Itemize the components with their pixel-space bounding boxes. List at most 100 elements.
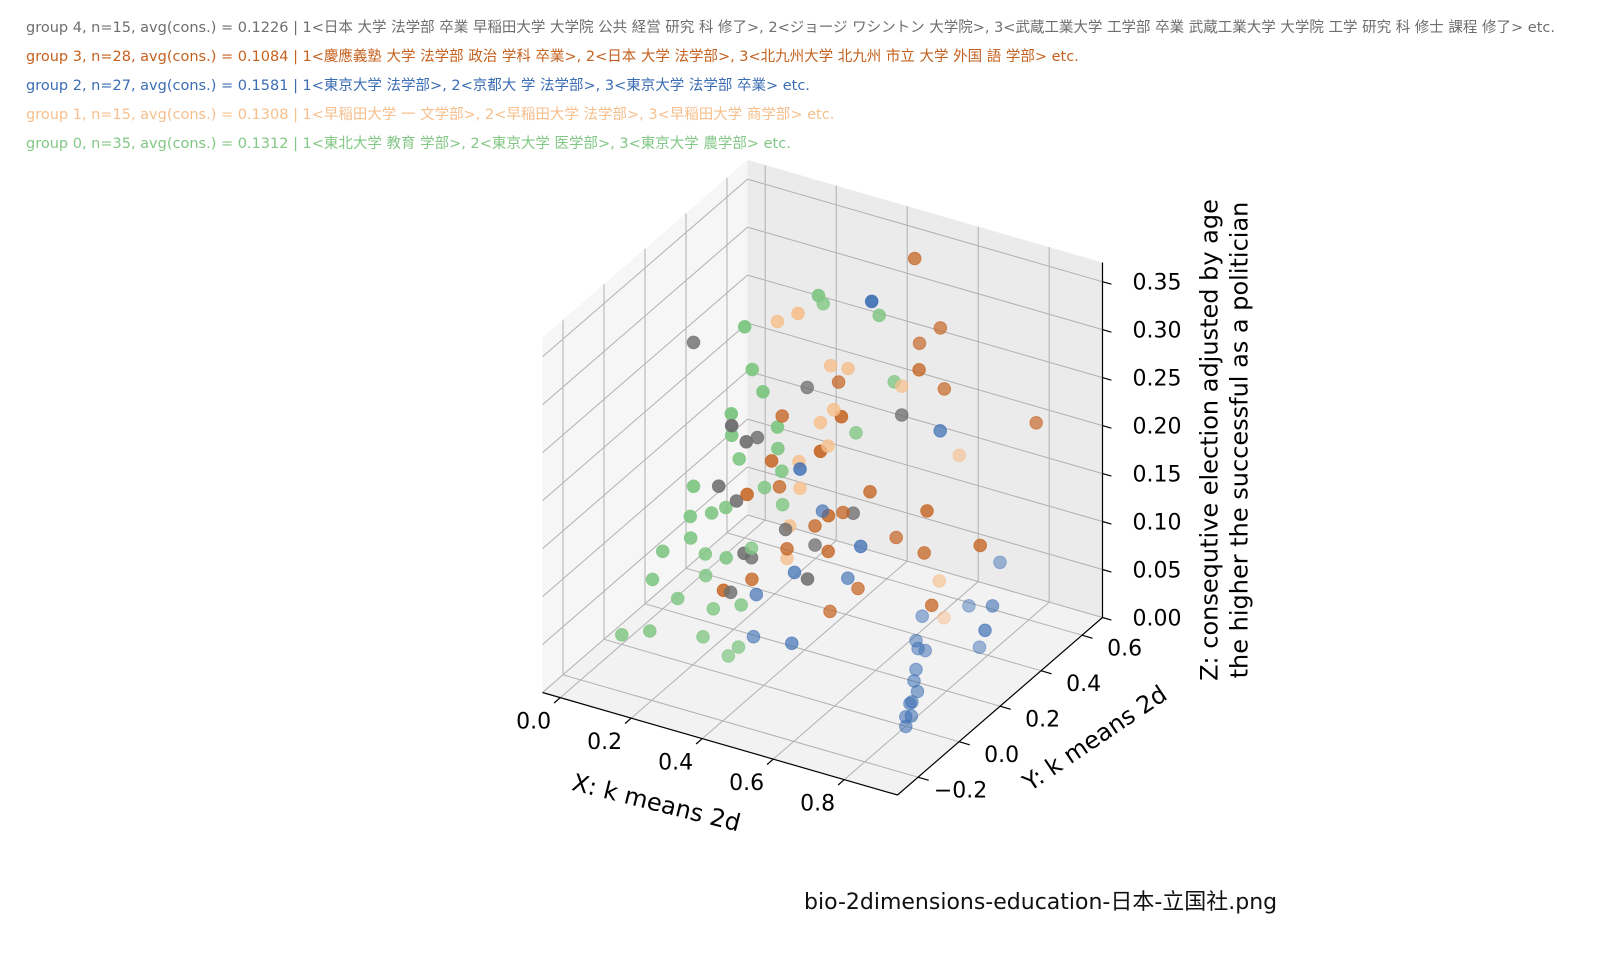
data-point-group-0 [615, 628, 629, 642]
z-tick-mark [1102, 329, 1112, 333]
data-point-group-3 [808, 519, 822, 533]
data-point-group-2 [793, 462, 807, 476]
data-point-group-1 [823, 358, 838, 373]
y-tick-label: 0.2 [1025, 708, 1060, 733]
z-tick-label: 0.00 [1133, 607, 1182, 632]
data-point-group-2 [978, 623, 992, 638]
data-point-group-4 [778, 522, 793, 537]
data-point-group-3 [851, 581, 865, 596]
data-point-group-0 [775, 497, 790, 512]
data-point-group-3 [933, 321, 948, 335]
data-point-group-3 [917, 546, 932, 560]
x-tick-label: 0.2 [587, 730, 622, 755]
data-point-group-2 [909, 662, 923, 677]
data-point-group-3 [740, 487, 754, 502]
grid-y-floor [644, 603, 1001, 707]
z-axis-label-line2: the higher the successful as a politicia… [1226, 202, 1254, 679]
data-point-group-2 [746, 629, 761, 644]
grid-z-back [747, 178, 1103, 283]
grid-z-back [747, 418, 1103, 522]
data-point-group-1 [791, 306, 805, 321]
z-tick-mark [1102, 425, 1112, 429]
data-point-group-1 [793, 481, 807, 496]
y-tick-mark [917, 776, 929, 781]
data-point-group-0 [816, 296, 831, 311]
data-point-group-4 [723, 585, 738, 600]
grid-z-back [747, 466, 1103, 570]
data-point-group-0 [643, 624, 657, 638]
z-tick-mark [1102, 473, 1112, 477]
data-point-group-0 [706, 602, 721, 616]
data-point-group-3 [1029, 416, 1043, 430]
z-tick-label: 0.20 [1133, 415, 1182, 440]
y-axis-label: Y: k means 2d [1017, 680, 1172, 797]
z-tick-label: 0.05 [1133, 559, 1182, 584]
footer-filename: bio-2dimensions-education-日本-立国社.png [804, 890, 1278, 915]
y-tick-label: 0.6 [1107, 637, 1142, 662]
data-point-group-2 [841, 571, 855, 586]
data-point-group-0 [704, 506, 719, 520]
data-point-group-1 [813, 415, 828, 430]
grid-z-side [542, 178, 748, 358]
data-point-group-2 [853, 539, 868, 554]
data-point-group-3 [823, 604, 837, 619]
data-point-group-0 [645, 572, 660, 587]
data-point-group-1 [952, 448, 967, 463]
data-point-group-2 [899, 710, 913, 724]
grid-lines [542, 165, 1103, 780]
data-point-group-0 [737, 320, 752, 334]
data-point-group-1 [841, 361, 855, 376]
x-tick-label: 0.6 [729, 771, 764, 796]
grid-z-side [542, 466, 748, 645]
data-point-group-0 [721, 649, 736, 663]
z-tick-label: 0.10 [1133, 511, 1182, 536]
data-point-group-0 [683, 531, 698, 545]
data-point-group-2 [909, 633, 923, 648]
data-point-group-0 [696, 630, 710, 644]
data-point-group-1 [894, 379, 909, 394]
y-tick-label: −0.2 [934, 779, 987, 804]
data-point-group-3 [924, 598, 939, 613]
data-point-group-2 [749, 587, 764, 602]
data-point-group-0 [698, 568, 713, 583]
data-point-group-4 [686, 335, 701, 350]
data-point-group-4 [894, 408, 909, 422]
data-point-group-2 [815, 504, 830, 518]
data-point-group-3 [745, 572, 759, 587]
tick-labels: 0.00.20.40.60.8−0.20.00.20.40.60.000.050… [516, 271, 1181, 817]
data-point-group-2 [933, 424, 948, 438]
data-point-group-3 [836, 505, 850, 520]
data-point-group-4 [711, 479, 726, 494]
data-point-group-0 [698, 547, 713, 561]
data-point-group-2 [907, 674, 921, 688]
data-point-group-1 [932, 574, 947, 588]
x-tick-mark [624, 717, 632, 724]
y-tick-mark [958, 741, 970, 746]
legend-group-2: group 2, n=27, avg(cons.) = 0.1581 | 1<東… [26, 78, 810, 94]
data-point-group-4 [729, 494, 744, 508]
data-point-group-0 [744, 541, 759, 556]
data-point-group-3 [764, 454, 779, 468]
legend-group-1: group 1, n=15, avg(cons.) = 0.1308 | 1<早… [26, 107, 835, 123]
z-axis-label-line1: Z: consequtive election adjusted by age [1196, 199, 1224, 681]
data-point-group-0 [686, 479, 701, 494]
grid-z-side [542, 226, 748, 406]
grid-z-side [542, 418, 748, 597]
grid-z-side [542, 322, 748, 501]
grid-z-back [747, 274, 1103, 379]
data-point-group-3 [772, 480, 787, 494]
z-tick-mark [1102, 520, 1112, 525]
data-point-group-0 [732, 452, 747, 466]
data-point-group-1 [770, 314, 785, 329]
data-point-group-0 [872, 308, 887, 323]
data-point-group-3 [889, 530, 904, 545]
data-point-group-4 [800, 572, 815, 586]
data-point-group-0 [745, 362, 760, 377]
data-point-group-2 [993, 555, 1007, 570]
grid-z-side [542, 370, 748, 549]
data-point-group-3 [821, 544, 836, 559]
data-point-group-3 [780, 542, 794, 556]
z-tick-label: 0.30 [1133, 319, 1182, 344]
data-point-group-0 [756, 385, 770, 399]
y-tick-label: 0.0 [984, 743, 1019, 768]
